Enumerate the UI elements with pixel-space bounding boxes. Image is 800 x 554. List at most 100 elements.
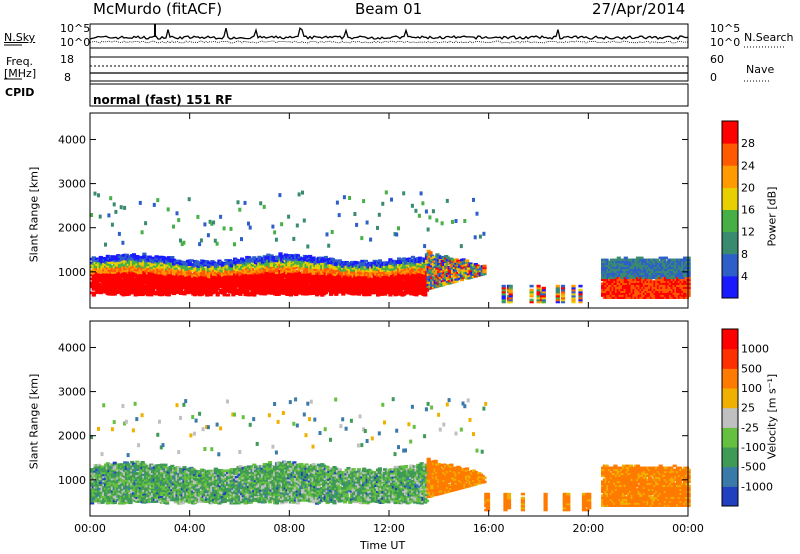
- power-cell: [208, 293, 213, 297]
- power-cell: [219, 214, 223, 219]
- power-cell: [681, 276, 686, 280]
- power-cell: [95, 281, 100, 284]
- power-cell: [655, 262, 660, 266]
- power-colorbar-swatch: [722, 231, 738, 255]
- power-cell: [288, 262, 293, 265]
- power-cell: [686, 292, 691, 295]
- power-cell: [560, 290, 566, 294]
- power-cell: [560, 300, 566, 304]
- power-cell: [466, 268, 471, 272]
- velocity-cell: [100, 465, 105, 469]
- power-cell: [541, 298, 546, 302]
- power-cell: [240, 285, 245, 288]
- power-cell: [332, 281, 337, 284]
- power-cell: [632, 262, 637, 266]
- power-cell: [536, 288, 541, 292]
- power-cell: [189, 259, 194, 262]
- power-cell: [116, 268, 121, 271]
- power-cell: [320, 274, 325, 277]
- power-cell: [196, 214, 200, 219]
- power-cell: [393, 293, 398, 297]
- power-cell: [192, 293, 198, 297]
- power-cell: [168, 283, 173, 286]
- power-cell: [250, 287, 255, 291]
- power-cell: [341, 281, 346, 284]
- power-cell: [367, 275, 372, 279]
- power-cell: [555, 286, 560, 290]
- power-cell: [648, 284, 653, 287]
- power-cell: [444, 264, 449, 268]
- power-cell: [159, 293, 164, 297]
- power-cell: [175, 211, 179, 216]
- power-cell: [274, 287, 280, 290]
- power-cell: [233, 242, 236, 247]
- power-cell: [287, 214, 291, 219]
- power-cell: [137, 285, 142, 289]
- power-cell: [360, 267, 365, 271]
- power-cell: [686, 280, 691, 283]
- power-cell: [297, 256, 302, 259]
- power-cell: [529, 294, 534, 298]
- power-cell: [110, 289, 116, 292]
- power-cell: [306, 244, 310, 249]
- power-cell: [625, 268, 630, 272]
- velocity-cell: [95, 478, 100, 481]
- power-cell: [107, 263, 112, 266]
- power-cell: [323, 257, 328, 261]
- power-cell: [426, 277, 431, 281]
- power-cell: [536, 300, 541, 304]
- power-cell: [172, 292, 177, 296]
- power-colorbar-tick: 4: [741, 270, 748, 283]
- power-cell: [124, 253, 130, 257]
- power-cell: [112, 271, 117, 274]
- power-cell: [424, 289, 430, 292]
- power-cell: [240, 237, 243, 242]
- power-cell: [571, 290, 576, 294]
- power-cell: [615, 262, 620, 266]
- power-cell: [625, 288, 630, 291]
- power-cell: [144, 221, 148, 226]
- power-cell: [571, 298, 576, 302]
- power-cell: [308, 270, 313, 274]
- power-cell: [501, 298, 506, 302]
- power-cell: [259, 201, 263, 206]
- power-cell: [442, 261, 447, 264]
- power-cell: [229, 226, 233, 231]
- power-cell: [423, 291, 428, 295]
- power-cell: [283, 285, 288, 288]
- power-cell: [632, 282, 637, 285]
- power-cell: [604, 258, 609, 262]
- velocity-cell: [90, 435, 93, 440]
- power-cell: [639, 258, 644, 262]
- power-cell: [449, 273, 454, 277]
- power-cell: [327, 243, 331, 248]
- power-cell: [335, 279, 341, 282]
- power-cell: [440, 221, 444, 226]
- power-cell: [320, 260, 325, 263]
- power-cell: [397, 293, 402, 296]
- power-cell: [615, 258, 620, 262]
- power-cell: [686, 286, 691, 289]
- power-cell: [658, 272, 663, 276]
- power-cell: [116, 254, 121, 257]
- power-cell: [578, 296, 583, 300]
- noise-panel-frame: [89, 23, 689, 49]
- power-cell: [117, 231, 121, 236]
- power-cell: [219, 288, 224, 292]
- power-cell: [137, 277, 142, 281]
- power-cell: [560, 292, 566, 296]
- power-cell: [412, 285, 417, 288]
- nsearch-tick-high: 10^5: [710, 22, 741, 35]
- power-cell: [571, 292, 576, 296]
- power-cell: [156, 289, 161, 293]
- velocity-cell: [107, 501, 112, 504]
- power-cell: [473, 272, 478, 276]
- power-cell: [152, 202, 156, 207]
- power-cell: [363, 275, 368, 279]
- power-cell: [555, 294, 560, 298]
- power-cell: [655, 290, 660, 293]
- power-cell: [297, 260, 302, 263]
- power-cell: [482, 266, 487, 270]
- power-cell: [423, 293, 428, 297]
- power-cell: [121, 256, 126, 259]
